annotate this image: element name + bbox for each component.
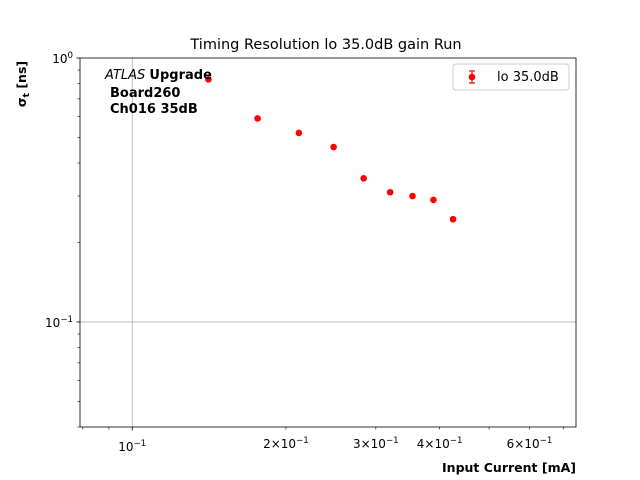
x-minor-tick-label: 4×10−1	[417, 436, 463, 451]
legend: lo 35.0dB	[452, 63, 570, 91]
y-tick-label: 10−1	[45, 315, 73, 330]
legend-marker	[468, 73, 476, 81]
data-point	[449, 215, 457, 223]
atlas-annotation: ATLAS Upgrade Board260 Ch016 35dB	[104, 68, 212, 117]
axis-ticks: 10−1 2×10−1 3×10−1 4×10−1 6×10−1 10−1 100	[45, 51, 564, 454]
plot-frame	[79, 57, 577, 428]
svg-text:ATLAS Upgrade: ATLAS Upgrade	[104, 68, 212, 83]
x-minor-tick-label: 2×10−1	[263, 436, 309, 451]
data-points	[205, 76, 457, 223]
data-point	[386, 188, 394, 196]
grid-lines	[80, 58, 576, 427]
x-axis-label: Input Current [mA]	[442, 460, 576, 475]
atlas-label: ATLAS	[104, 68, 145, 83]
board-label: Board260	[110, 86, 180, 101]
legend-box	[452, 63, 570, 91]
y-axis-subscript: t	[22, 92, 32, 97]
x-minor-tick-label: 6×10−1	[507, 436, 553, 451]
data-point	[330, 143, 337, 151]
chart-title: Timing Resolution lo 35.0dB gain Run	[189, 37, 461, 53]
x-tick-label: 10−1	[118, 439, 146, 454]
data-point	[295, 129, 303, 137]
data-point	[360, 175, 367, 182]
y-axis-unit: [ns]	[14, 61, 29, 89]
data-point	[409, 192, 416, 200]
data-point	[430, 196, 437, 204]
y-axis-symbol: σ	[14, 97, 29, 107]
x-minor-tick-label: 3×10−1	[353, 436, 399, 451]
channel-label: Ch016 35dB	[110, 102, 198, 117]
y-axis-label: σt [ns]	[14, 61, 32, 107]
legend-entry-label: lo 35.0dB	[497, 70, 559, 85]
data-point	[205, 76, 212, 83]
y-tick-label: 100	[52, 51, 73, 66]
upgrade-label: Upgrade	[149, 68, 212, 83]
data-point	[254, 115, 261, 122]
